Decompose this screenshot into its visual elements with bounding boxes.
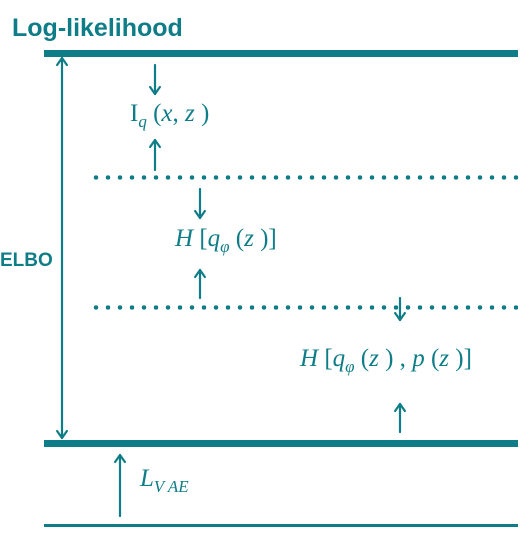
elbo-label: ELBO — [0, 250, 53, 272]
formula-iq: Iq (x, z ) — [130, 100, 209, 132]
line-bottom — [44, 524, 518, 527]
line-dot_upper — [90, 175, 518, 180]
formula-hqp: H [qφ (z ) , p (z )] — [300, 345, 472, 377]
diagram-canvas: Log-likelihood ELBO Iq (x, z ) H [qφ (z )] H… — [0, 0, 530, 544]
arrow-layer — [0, 0, 530, 544]
formula-hq: H [qφ (z )] — [175, 225, 277, 257]
line-top — [44, 50, 518, 57]
line-lvae_above — [44, 440, 518, 447]
formula-lvae: LV AE — [140, 465, 189, 497]
diagram-title: Log-likelihood — [12, 14, 183, 43]
line-dot_lower — [90, 305, 518, 310]
